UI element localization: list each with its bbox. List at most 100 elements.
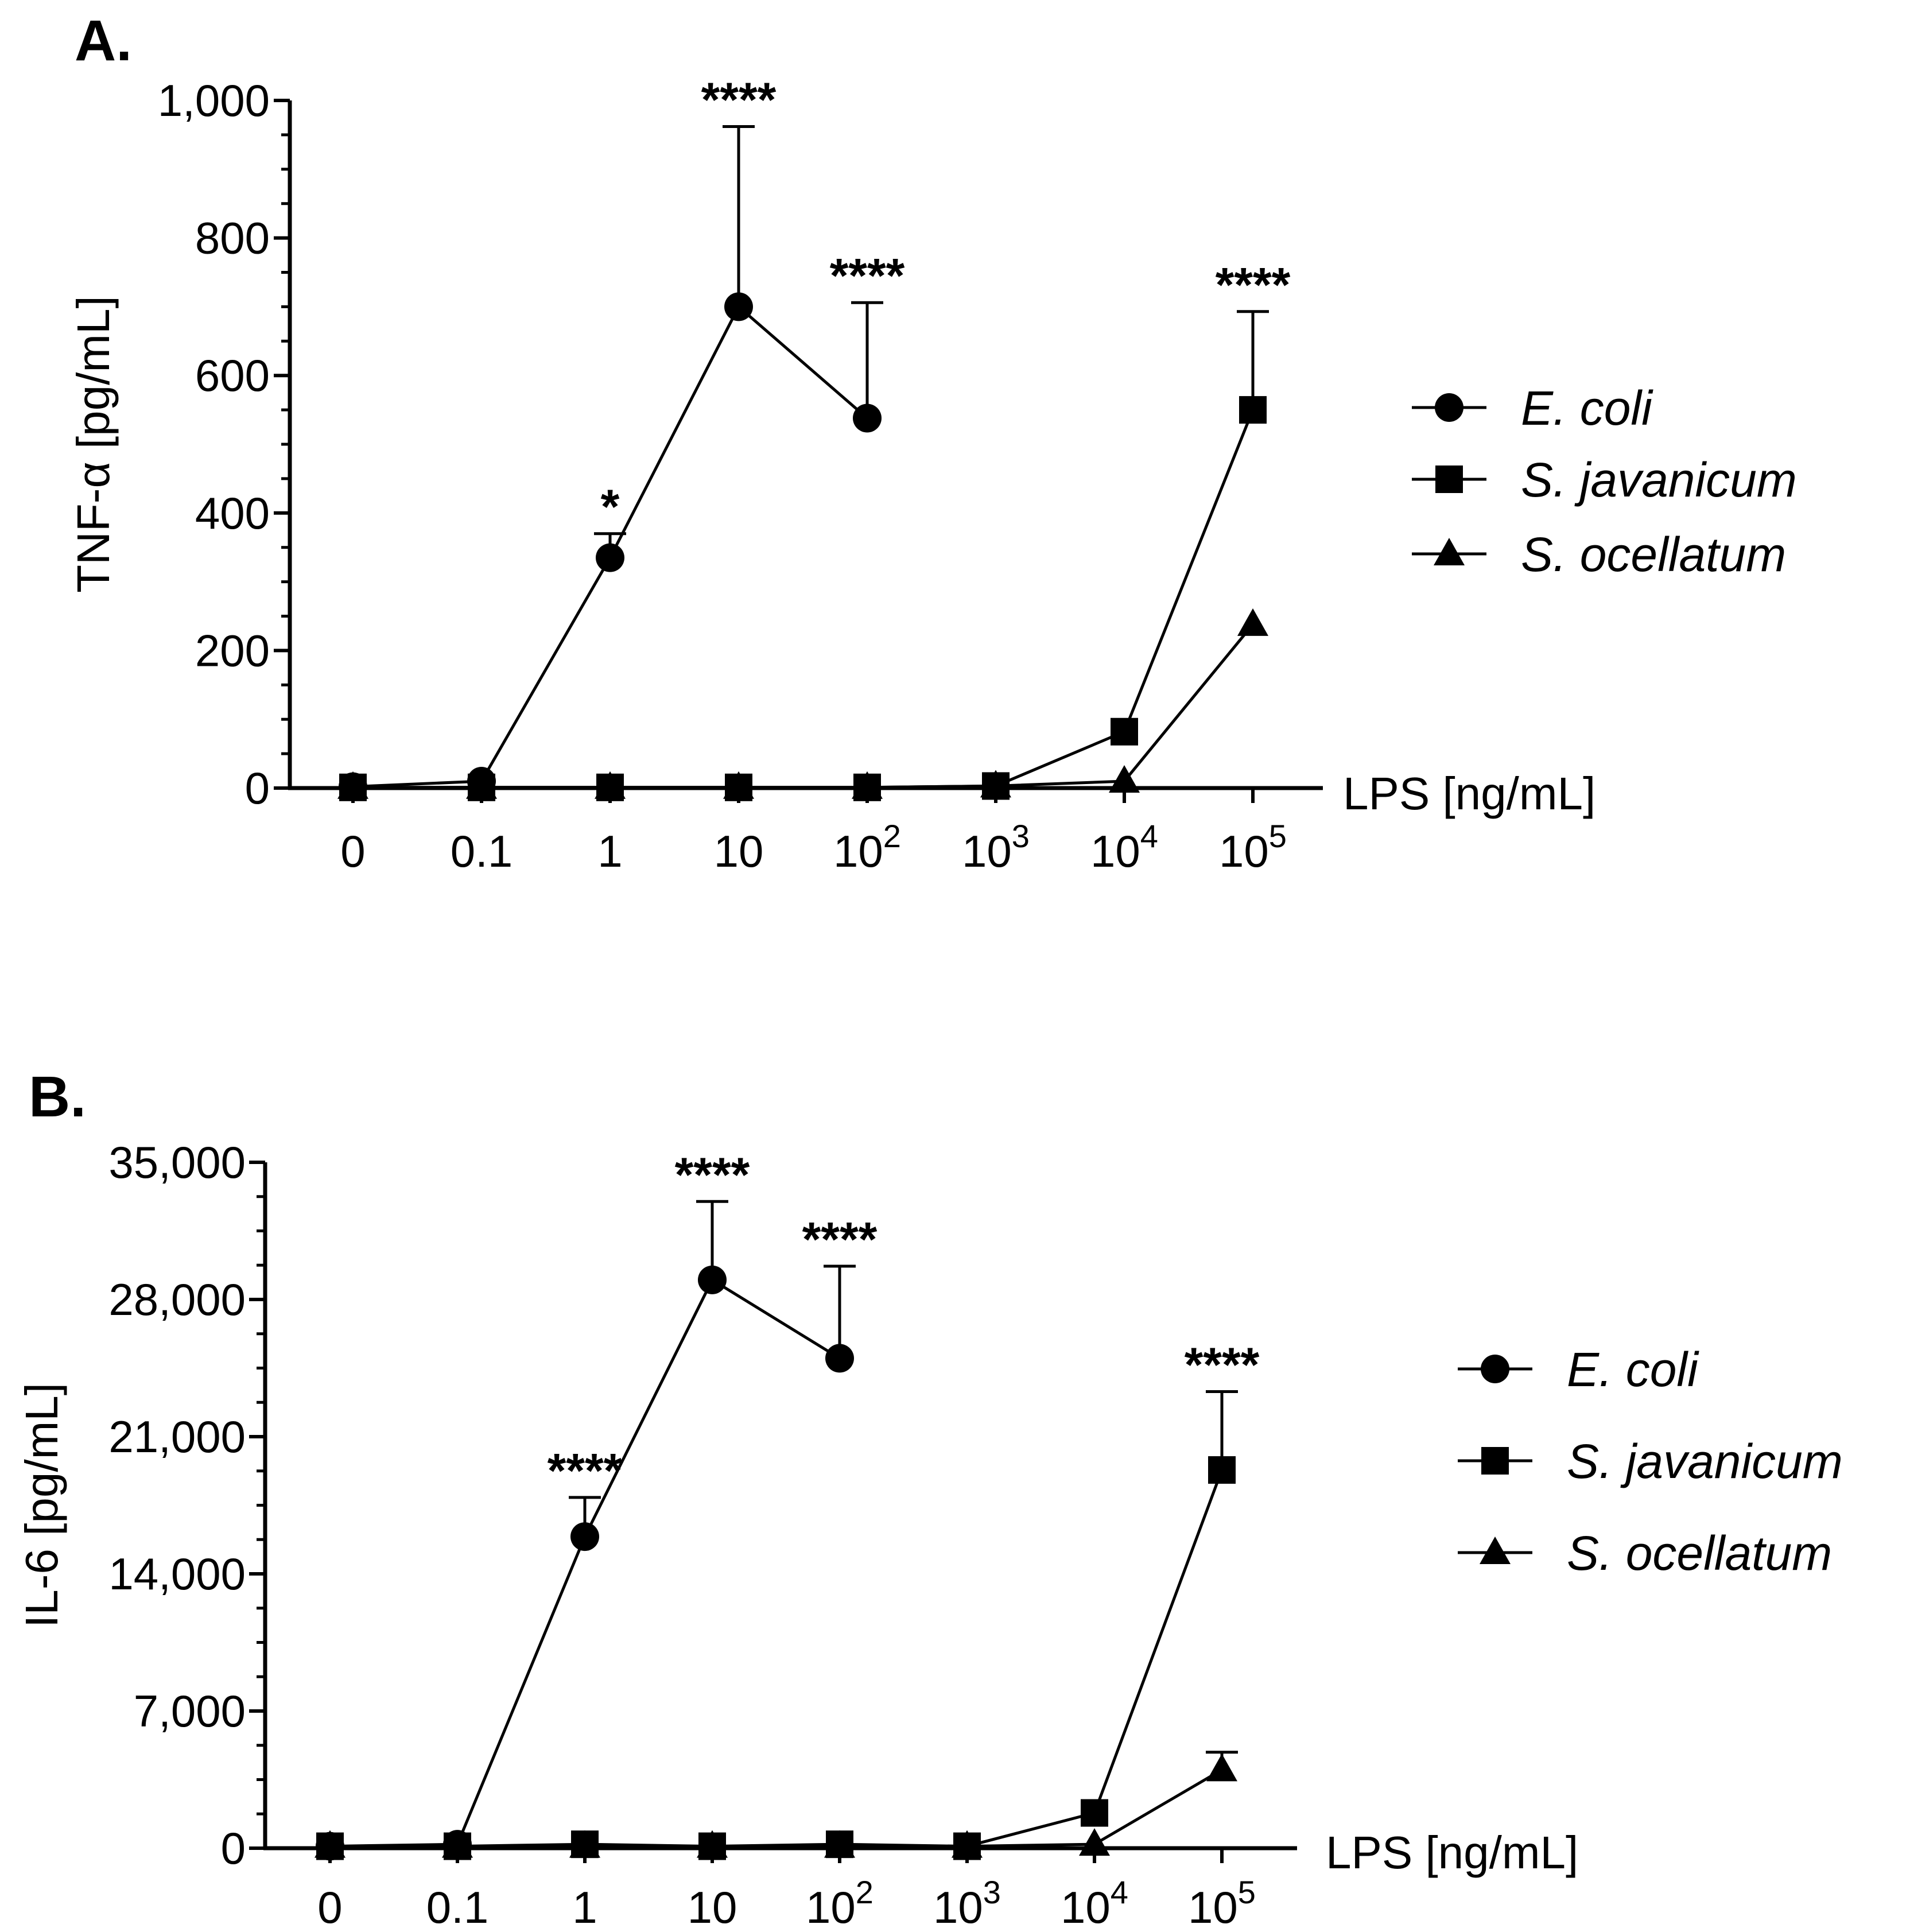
x-tick-label-base: 10 [688, 1882, 737, 1932]
series-line-s-ocellatum [330, 1768, 1223, 1848]
x-tick-label-exponent: 2 [856, 1874, 874, 1910]
data-point-s-ocellatum [337, 771, 368, 799]
y-tick-label: 21,000 [108, 1411, 246, 1462]
data-point-s-ocellatum [1206, 1753, 1237, 1782]
y-tick-label: 0 [221, 1823, 246, 1873]
x-axis-title: LPS [ng/mL] [1343, 768, 1595, 819]
x-tick-label: 105 [1219, 818, 1287, 876]
legend-marker [1435, 465, 1463, 493]
x-tick-label: 10 [688, 1882, 737, 1932]
x-tick-label-base: 1 [572, 1882, 597, 1932]
x-tick-label-base: 10 [1061, 1882, 1111, 1932]
legend-marker [1435, 393, 1463, 422]
y-axis-title: TNF-α [pg/mL] [68, 296, 119, 592]
significance-label: **** [675, 1147, 750, 1201]
series-line-s-ocellatum [353, 623, 1254, 789]
data-point-s-ocellatum [952, 1830, 983, 1858]
data-point-s-javanicum [1239, 396, 1267, 424]
x-tick-label-base: 10 [806, 1882, 856, 1932]
x-tick-label-base: 10 [1188, 1882, 1238, 1932]
legend-label: S. javanicum [1521, 453, 1797, 507]
x-tick-label: 0 [317, 1882, 342, 1932]
data-point-s-javanicum [1208, 1456, 1236, 1484]
x-tick-label: 1 [597, 826, 622, 876]
data-point-s-ocellatum [1109, 765, 1140, 793]
x-tick-label: 0 [340, 826, 365, 876]
data-point-s-ocellatum [315, 1830, 345, 1858]
data-point-e-coli [596, 543, 624, 572]
y-tick-label: 14,000 [108, 1549, 246, 1599]
x-tick-label: 1 [572, 1882, 597, 1932]
legend-marker [1481, 1447, 1509, 1475]
significance-label: * [601, 480, 620, 534]
x-tick-label-base: 1 [597, 826, 622, 876]
data-point-s-ocellatum [980, 770, 1011, 798]
significance-label: **** [548, 1444, 623, 1498]
x-tick-label: 102 [833, 818, 901, 876]
data-point-s-javanicum [1111, 717, 1138, 746]
x-tick-label-base: 10 [962, 826, 1012, 876]
x-tick-label-base: 0.1 [426, 1882, 488, 1932]
significance-label: **** [701, 73, 777, 127]
y-axis-title: IL-6 [pg/mL] [16, 1383, 67, 1628]
x-tick-label-exponent: 4 [1140, 818, 1158, 854]
x-tick-label: 102 [806, 1874, 874, 1932]
x-tick-label: 104 [1061, 1874, 1128, 1932]
x-tick-label-base: 0 [340, 826, 365, 876]
x-tick-label: 10 [714, 826, 764, 876]
legend-label: S. ocellatum [1567, 1526, 1832, 1580]
y-tick-label: 1,000 [158, 75, 270, 126]
data-point-s-ocellatum [824, 1830, 855, 1858]
significance-label: **** [1185, 1337, 1260, 1391]
x-tick-label-exponent: 3 [1012, 818, 1030, 854]
x-tick-label: 103 [933, 1874, 1001, 1932]
x-tick-label-exponent: 5 [1238, 1874, 1256, 1910]
x-tick-label-base: 10 [833, 826, 883, 876]
x-tick-label: 105 [1188, 1874, 1256, 1932]
significance-label: **** [830, 249, 905, 302]
x-tick-label-exponent: 2 [883, 818, 901, 854]
x-tick-label-exponent: 3 [983, 1874, 1001, 1910]
x-tick-label-base: 0.1 [451, 826, 513, 876]
y-tick-label: 400 [195, 488, 270, 538]
legend-label: S. ocellatum [1521, 527, 1786, 581]
y-tick-label: 600 [195, 350, 270, 401]
x-tick-label-base: 10 [714, 826, 764, 876]
legend-label: E. coli [1521, 381, 1653, 435]
data-point-e-coli [825, 1344, 854, 1373]
y-tick-label: 35,000 [108, 1137, 246, 1188]
y-tick-label: 200 [195, 625, 270, 676]
data-point-s-ocellatum [1237, 608, 1268, 636]
data-point-s-javanicum [1081, 1799, 1108, 1827]
legend-label: E. coli [1567, 1343, 1699, 1396]
x-tick-label: 0.1 [451, 826, 513, 876]
legend-marker [1480, 1537, 1511, 1564]
x-tick-label: 104 [1090, 818, 1158, 876]
x-tick-label: 103 [962, 818, 1030, 876]
x-tick-label-exponent: 5 [1269, 818, 1287, 854]
data-point-s-ocellatum [442, 1830, 473, 1858]
legend-marker [1434, 538, 1465, 565]
data-point-s-ocellatum [697, 1830, 728, 1858]
data-point-s-ocellatum [1079, 1828, 1110, 1856]
x-tick-label-base: 10 [1219, 826, 1269, 876]
panel-letter: A. [75, 9, 132, 73]
legend-label: S. javanicum [1567, 1434, 1843, 1488]
x-tick-label-base: 0 [317, 1882, 342, 1932]
data-point-s-ocellatum [569, 1830, 600, 1858]
y-tick-label: 0 [245, 763, 270, 813]
data-point-e-coli [698, 1265, 727, 1294]
panel-letter: B. [29, 1065, 86, 1129]
data-point-s-ocellatum [595, 771, 626, 799]
data-point-e-coli [853, 404, 882, 433]
data-point-s-ocellatum [466, 771, 497, 799]
y-tick-label: 800 [195, 213, 270, 263]
x-axis-title: LPS [ng/mL] [1326, 1827, 1578, 1878]
x-tick-label-exponent: 4 [1111, 1874, 1128, 1910]
x-tick-label: 0.1 [426, 1882, 488, 1932]
y-tick-label: 7,000 [134, 1686, 246, 1736]
